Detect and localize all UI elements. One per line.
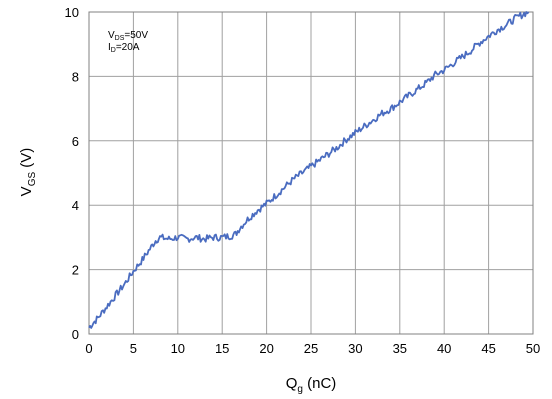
x-axis-label: Qg (nC) — [286, 375, 337, 395]
x-tick-label: 25 — [304, 341, 318, 356]
x-tick-label: 15 — [215, 341, 229, 356]
series-layer — [88, 11, 530, 329]
x-tick-labels: 0 5 10 15 20 25 30 35 40 45 50 — [85, 341, 540, 356]
y-tick-label: 10 — [65, 5, 79, 20]
y-axis-label: VGS (V) — [18, 148, 38, 197]
x-tick-label: 0 — [85, 341, 92, 356]
x-tick-label: 10 — [171, 341, 185, 356]
plot-frame — [88, 11, 534, 335]
y-tick-label: 2 — [72, 263, 79, 278]
x-tick-label: 30 — [348, 341, 362, 356]
x-tick-label: 50 — [526, 341, 540, 356]
x-tick-label: 40 — [437, 341, 451, 356]
x-tick-label: 45 — [481, 341, 495, 356]
y-tick-label: 6 — [72, 134, 79, 149]
x-tick-label: 35 — [393, 341, 407, 356]
annotation-vds: VDS=50V — [108, 30, 148, 42]
x-tick-label: 20 — [259, 341, 273, 356]
y-tick-label: 8 — [72, 69, 79, 84]
y-tick-labels: 0 2 4 6 8 10 — [65, 5, 79, 342]
annotation-id: ID=20A — [108, 42, 140, 54]
gate-charge-curve — [88, 11, 530, 329]
x-tick-label: 5 — [130, 341, 137, 356]
y-tick-label: 0 — [72, 327, 79, 342]
y-tick-label: 4 — [72, 198, 79, 213]
grid — [88, 11, 534, 335]
